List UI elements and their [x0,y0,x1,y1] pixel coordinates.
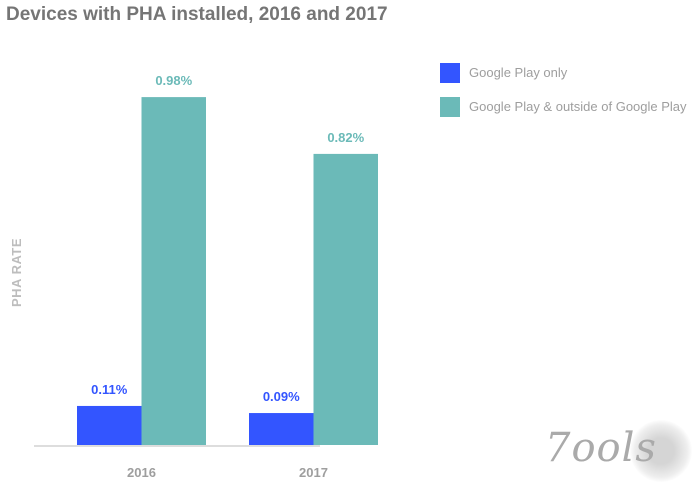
chart-title: Devices with PHA installed, 2016 and 201… [6,4,388,25]
legend-item-google-play-and-outside: Google Play & outside of Google Play [440,96,687,117]
legend-label: Google Play only [469,65,568,80]
x-tick-label: 2016 [127,465,156,480]
data-label: 0.82% [327,130,364,145]
x-tick-label: 2017 [299,465,328,480]
legend-item-google-play-only: Google Play only [440,62,687,83]
data-label: 0.09% [263,389,300,404]
watermark-splash [630,420,692,482]
watermark-logo: 7ools [545,425,657,471]
bar-2016-series-0 [77,405,142,445]
legend-swatch [440,96,460,117]
legend: Google Play only Google Play & outside o… [440,62,687,130]
bar-2017-series-1 [313,153,378,445]
legend-label: Google Play & outside of Google Play [469,99,687,114]
bar-2016-series-1 [141,97,206,445]
bar-2017-series-0 [249,413,314,445]
data-label: 0.11% [91,382,128,397]
data-label: 0.98% [155,73,192,88]
legend-swatch [440,62,460,83]
